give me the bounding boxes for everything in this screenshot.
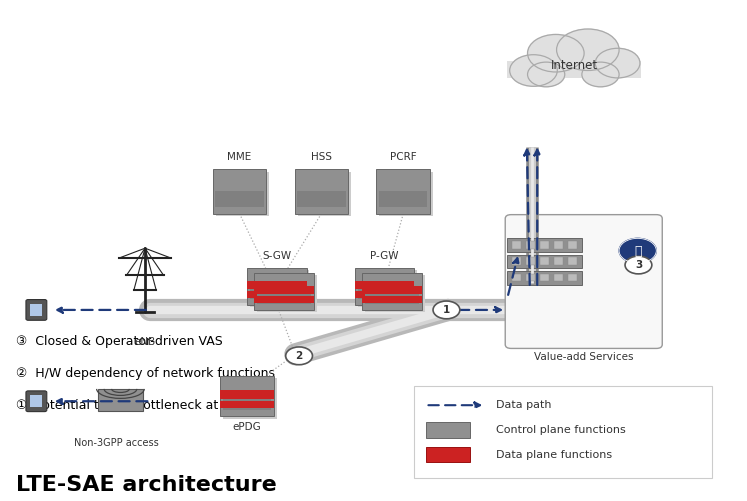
- Text: Data plane functions: Data plane functions: [496, 449, 613, 459]
- FancyBboxPatch shape: [362, 286, 422, 294]
- FancyBboxPatch shape: [255, 296, 314, 303]
- FancyBboxPatch shape: [512, 241, 521, 248]
- Circle shape: [595, 48, 640, 78]
- FancyBboxPatch shape: [223, 396, 271, 410]
- FancyBboxPatch shape: [554, 274, 563, 281]
- FancyBboxPatch shape: [220, 376, 273, 416]
- Text: 2: 2: [296, 351, 303, 361]
- Circle shape: [557, 29, 619, 71]
- FancyBboxPatch shape: [250, 271, 309, 308]
- FancyBboxPatch shape: [247, 268, 306, 305]
- FancyBboxPatch shape: [355, 291, 415, 298]
- FancyBboxPatch shape: [258, 292, 311, 305]
- Circle shape: [509, 55, 557, 86]
- FancyBboxPatch shape: [526, 258, 535, 265]
- Text: ②  H/W dependency of network functions: ② H/W dependency of network functions: [16, 367, 276, 380]
- FancyBboxPatch shape: [98, 389, 143, 411]
- FancyBboxPatch shape: [568, 241, 577, 248]
- FancyBboxPatch shape: [426, 447, 471, 462]
- FancyBboxPatch shape: [297, 191, 346, 207]
- Circle shape: [527, 35, 584, 72]
- Text: ①  Potential traffic bottleneck at PDN-GW: ① Potential traffic bottleneck at PDN-GW: [16, 399, 276, 412]
- FancyBboxPatch shape: [220, 390, 273, 399]
- FancyBboxPatch shape: [247, 291, 306, 298]
- Text: eNB: eNB: [134, 337, 155, 347]
- Circle shape: [582, 62, 619, 87]
- FancyBboxPatch shape: [512, 258, 521, 265]
- Text: HSS: HSS: [311, 152, 332, 162]
- FancyBboxPatch shape: [26, 300, 47, 320]
- Text: ⚿: ⚿: [634, 244, 642, 258]
- Text: P-GW: P-GW: [371, 250, 399, 261]
- Text: PCRF: PCRF: [390, 152, 417, 162]
- FancyBboxPatch shape: [297, 172, 351, 216]
- FancyBboxPatch shape: [355, 281, 415, 289]
- Text: 1: 1: [443, 305, 450, 315]
- Text: Data path: Data path: [496, 400, 552, 410]
- FancyBboxPatch shape: [379, 191, 427, 207]
- FancyBboxPatch shape: [526, 274, 535, 281]
- Circle shape: [285, 347, 312, 365]
- FancyBboxPatch shape: [215, 191, 264, 207]
- FancyBboxPatch shape: [250, 287, 303, 300]
- Circle shape: [619, 238, 657, 263]
- Text: MME: MME: [227, 152, 252, 162]
- FancyBboxPatch shape: [255, 273, 314, 310]
- FancyBboxPatch shape: [540, 258, 549, 265]
- Text: Control plane functions: Control plane functions: [496, 425, 626, 435]
- FancyBboxPatch shape: [526, 241, 535, 248]
- Text: S-GW: S-GW: [262, 250, 291, 261]
- FancyBboxPatch shape: [31, 304, 43, 316]
- FancyBboxPatch shape: [258, 276, 317, 313]
- Text: ③  Closed & Operator-driven VAS: ③ Closed & Operator-driven VAS: [16, 335, 223, 348]
- FancyBboxPatch shape: [213, 169, 267, 213]
- Text: LTE-SAE architecture: LTE-SAE architecture: [16, 475, 277, 495]
- FancyBboxPatch shape: [294, 169, 348, 213]
- Circle shape: [625, 256, 652, 274]
- FancyBboxPatch shape: [31, 395, 43, 407]
- Text: Non-3GPP access: Non-3GPP access: [75, 438, 159, 448]
- Text: Value-add Services: Value-add Services: [533, 352, 633, 362]
- FancyBboxPatch shape: [554, 241, 563, 248]
- FancyBboxPatch shape: [247, 281, 306, 289]
- FancyBboxPatch shape: [255, 286, 314, 294]
- FancyBboxPatch shape: [540, 274, 549, 281]
- FancyBboxPatch shape: [568, 274, 577, 281]
- FancyBboxPatch shape: [355, 268, 415, 305]
- FancyBboxPatch shape: [365, 276, 425, 313]
- FancyBboxPatch shape: [512, 274, 521, 281]
- FancyBboxPatch shape: [415, 386, 712, 478]
- FancyBboxPatch shape: [223, 378, 276, 418]
- FancyBboxPatch shape: [358, 271, 418, 308]
- FancyBboxPatch shape: [358, 287, 412, 300]
- Circle shape: [433, 301, 460, 319]
- FancyBboxPatch shape: [365, 292, 419, 305]
- FancyBboxPatch shape: [554, 258, 563, 265]
- Text: ePDG: ePDG: [232, 422, 261, 432]
- FancyBboxPatch shape: [362, 296, 422, 303]
- FancyBboxPatch shape: [379, 172, 433, 216]
- Polygon shape: [507, 61, 642, 78]
- Text: Internet: Internet: [551, 59, 598, 72]
- FancyBboxPatch shape: [26, 391, 47, 412]
- FancyBboxPatch shape: [507, 255, 582, 269]
- FancyBboxPatch shape: [507, 238, 582, 252]
- FancyBboxPatch shape: [220, 401, 273, 408]
- Circle shape: [527, 62, 565, 87]
- Text: 3: 3: [635, 260, 642, 270]
- FancyBboxPatch shape: [507, 271, 582, 285]
- FancyBboxPatch shape: [426, 422, 471, 438]
- FancyBboxPatch shape: [216, 172, 270, 216]
- FancyBboxPatch shape: [376, 169, 430, 213]
- FancyBboxPatch shape: [362, 273, 422, 310]
- FancyBboxPatch shape: [568, 258, 577, 265]
- FancyBboxPatch shape: [505, 214, 663, 348]
- FancyBboxPatch shape: [540, 241, 549, 248]
